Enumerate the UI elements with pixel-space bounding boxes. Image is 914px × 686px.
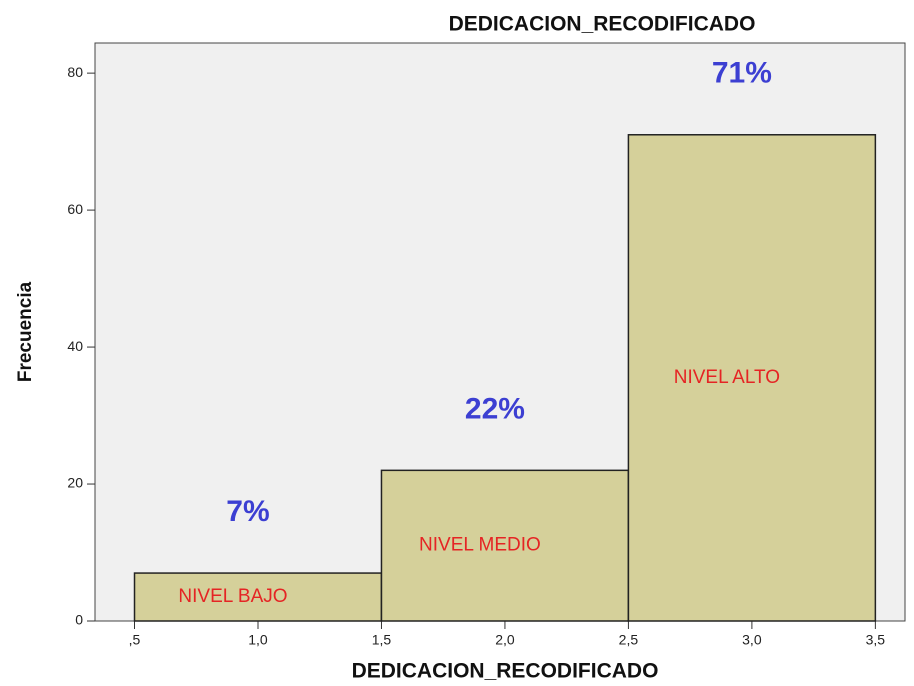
bar-label: NIVEL ALTO <box>674 367 780 388</box>
bar <box>380 469 630 622</box>
bar-label: NIVEL BAJO <box>178 586 287 607</box>
x-tick-label: 2,5 <box>619 632 639 648</box>
x-axis-label: DEDICACION_RECODIFICADO <box>352 660 659 683</box>
x-tick-label: 2,0 <box>495 632 515 648</box>
y-tick-label: 80 <box>67 64 83 80</box>
x-tick-label: 1,5 <box>372 632 392 648</box>
value-label: 7% <box>226 495 269 528</box>
x-tick-label: 3,0 <box>742 632 762 648</box>
value-label: 71% <box>712 57 772 90</box>
x-tick-label: 3,5 <box>866 632 886 648</box>
y-tick-label: 60 <box>67 201 83 217</box>
y-axis-label: Frecuencia <box>15 281 36 382</box>
bar <box>133 572 383 622</box>
chart-title: DEDICACION_RECODIFICADO <box>449 13 756 36</box>
y-tick-label: 0 <box>75 612 83 628</box>
y-tick-label: 40 <box>67 338 83 354</box>
value-label: 22% <box>465 392 525 425</box>
y-tick-label: 20 <box>67 475 83 491</box>
x-tick-label: 1,0 <box>248 632 268 648</box>
bar <box>627 134 877 622</box>
x-tick-label: ,5 <box>129 632 141 648</box>
bar-label: NIVEL MEDIO <box>419 535 541 556</box>
